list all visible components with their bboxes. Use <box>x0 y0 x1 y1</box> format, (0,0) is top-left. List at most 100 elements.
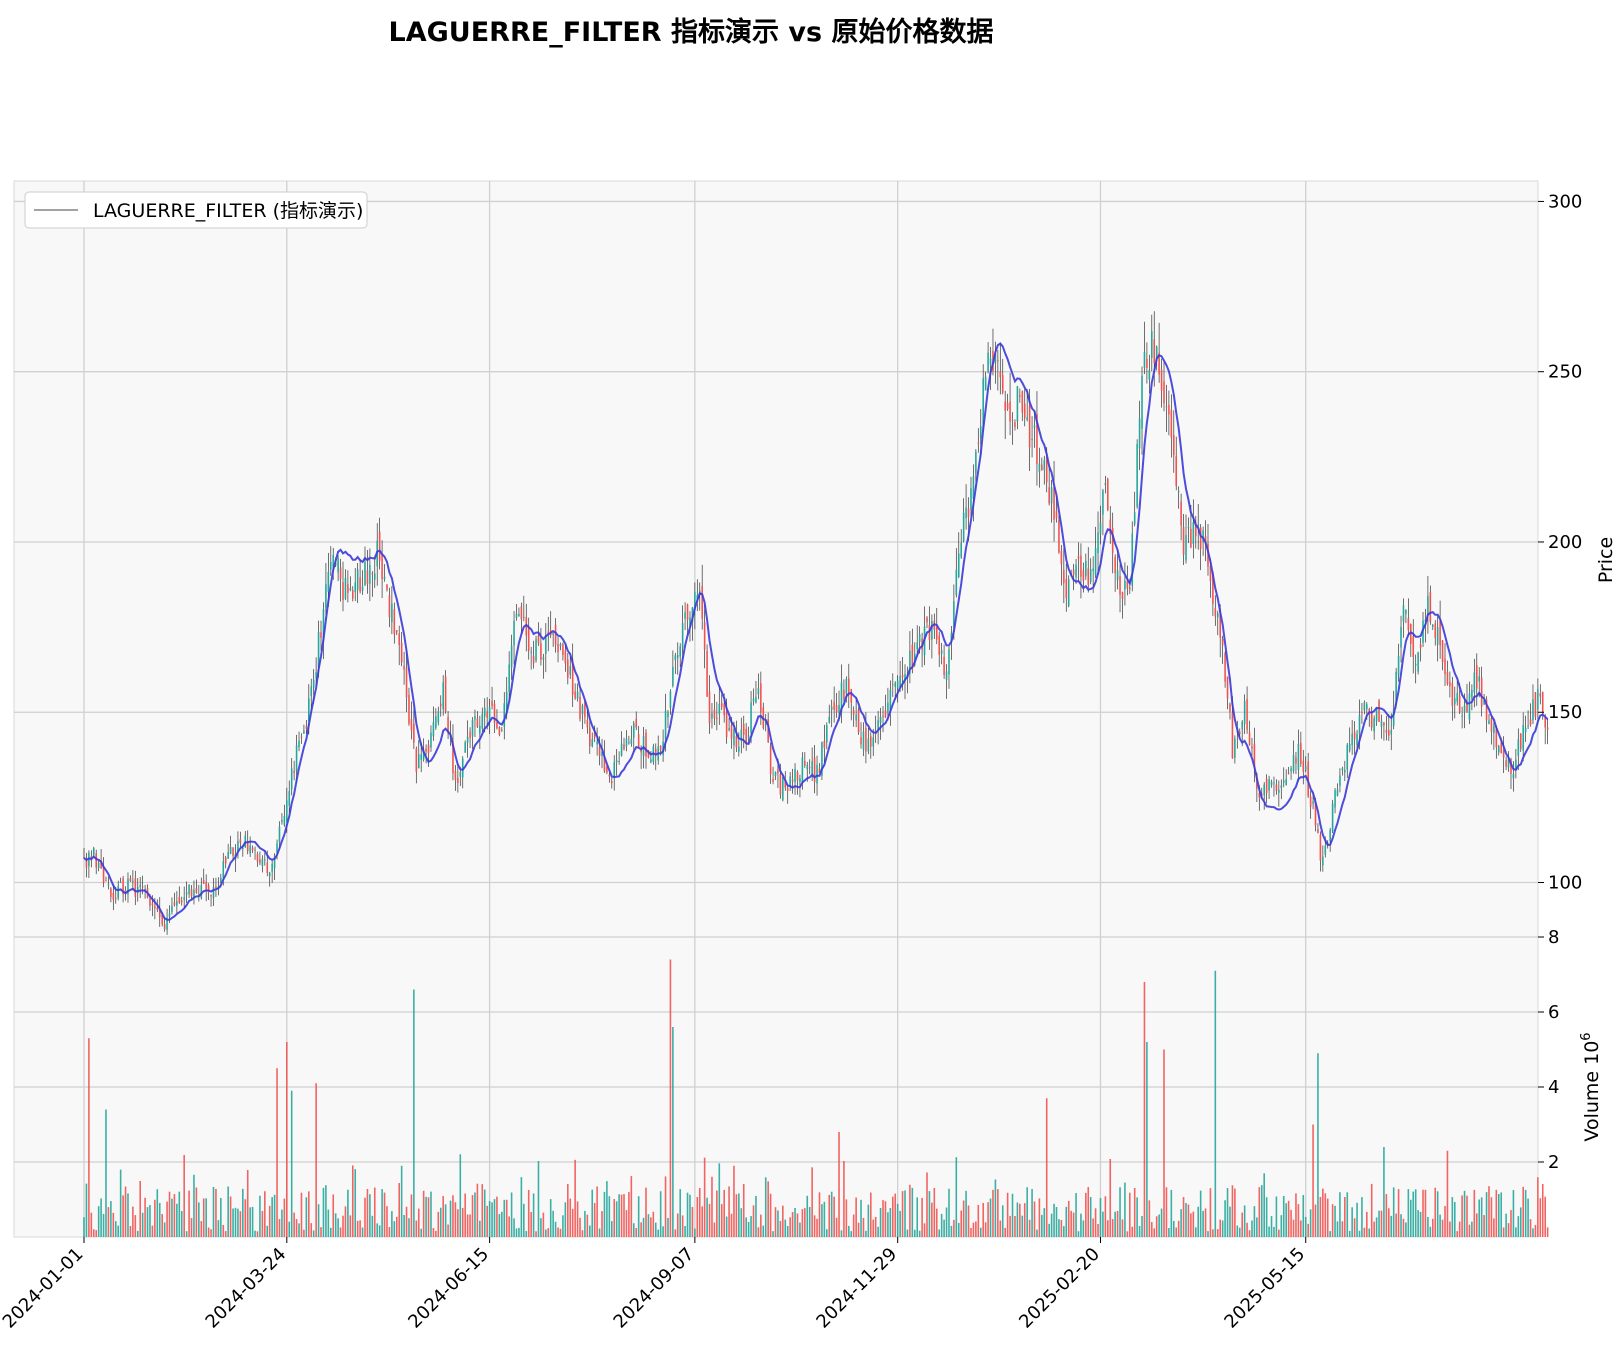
candle-body <box>337 558 339 573</box>
volume-bar <box>1402 1218 1405 1237</box>
volume-bar <box>198 1202 200 1237</box>
candle-body <box>264 859 266 861</box>
candle-body <box>576 691 579 699</box>
volume-bar <box>337 1218 339 1237</box>
candle-body <box>1155 346 1158 362</box>
candle-body <box>1124 580 1126 590</box>
volume-bar <box>457 1209 459 1237</box>
candle-body <box>195 887 198 893</box>
candle-body <box>1287 772 1290 774</box>
volume-bar <box>315 1083 317 1237</box>
candle-body <box>1336 789 1339 796</box>
candle-body <box>1114 556 1116 574</box>
volume-bar <box>1434 1187 1437 1237</box>
candle-body <box>571 659 574 695</box>
candle-body <box>102 865 105 883</box>
candle-body <box>696 594 699 600</box>
candle-body <box>799 778 801 783</box>
candle-body <box>1028 405 1031 448</box>
volume-bar <box>527 1189 530 1237</box>
candle-body <box>1246 698 1248 730</box>
volume-bar <box>310 1223 313 1237</box>
volume-bar <box>501 1211 503 1237</box>
candle-body <box>303 730 305 734</box>
volume-bar <box>122 1195 124 1237</box>
candle-body <box>1036 414 1038 465</box>
volume-bar <box>134 1215 137 1237</box>
volume-bar <box>1419 1211 1422 1237</box>
candle-body <box>1148 370 1151 380</box>
candle-body <box>635 718 638 728</box>
candle-body <box>454 771 457 780</box>
candle-body <box>452 740 454 773</box>
volume-bar <box>386 1206 388 1237</box>
candle-body <box>166 917 168 931</box>
volume-bar <box>107 1207 110 1237</box>
candle-body <box>789 776 791 786</box>
volume-bar <box>347 1189 349 1237</box>
volume-bar <box>105 1109 107 1237</box>
volume-bar <box>957 1222 960 1237</box>
candle-body <box>322 609 325 641</box>
volume-bar <box>461 1207 464 1237</box>
volume-bar <box>1510 1210 1512 1237</box>
candle-body <box>889 689 892 710</box>
volume-bar <box>356 1220 359 1237</box>
volume-bar <box>1287 1200 1290 1237</box>
volume-bar <box>1461 1195 1463 1237</box>
volume-bar <box>1116 1210 1119 1237</box>
volume-bar <box>762 1225 765 1237</box>
candle-body <box>1534 692 1537 718</box>
volume-bar <box>989 1198 992 1237</box>
x-tick-label: 2024-09-07 <box>610 1244 699 1333</box>
candle-body <box>471 719 474 737</box>
candle-body <box>975 451 977 474</box>
candle-body <box>222 861 225 878</box>
volume-bar <box>158 1203 161 1237</box>
volume-bar <box>144 1197 146 1237</box>
candle-body <box>1170 409 1173 438</box>
volume-bar <box>488 1201 491 1237</box>
volume-bar <box>659 1191 662 1237</box>
volume-bar <box>178 1191 181 1237</box>
volume-bar <box>303 1229 305 1237</box>
volume-bar <box>823 1201 826 1237</box>
volume-bar <box>1312 1124 1314 1237</box>
volume-bar <box>1478 1199 1481 1237</box>
volume-bar <box>1045 1098 1048 1237</box>
volume-bar <box>1160 1208 1163 1237</box>
volume-bar <box>1490 1197 1493 1237</box>
volume-bar <box>1063 1226 1065 1237</box>
volume-bar <box>217 1220 220 1237</box>
candle-body <box>273 856 276 869</box>
volume-bar <box>965 1190 967 1237</box>
volume-bar <box>476 1183 479 1237</box>
volume-bar <box>114 1221 117 1237</box>
candle-body <box>1412 636 1415 658</box>
candle-body <box>557 644 559 653</box>
volume-bar <box>906 1229 909 1237</box>
volume-bar <box>1546 1227 1549 1237</box>
volume-bar <box>1129 1192 1131 1237</box>
candle-body <box>843 689 845 699</box>
volume-bar <box>332 1194 335 1237</box>
candle-body <box>1431 624 1434 627</box>
volume-bar <box>1248 1230 1251 1237</box>
volume-bar <box>918 1230 921 1237</box>
volume-bar <box>161 1214 163 1237</box>
volume-bar <box>1341 1221 1344 1237</box>
volume-bar <box>979 1227 982 1237</box>
candle-body <box>180 900 183 903</box>
candle-body <box>1107 479 1109 510</box>
candle-body <box>804 760 806 766</box>
candle-body <box>1097 532 1099 554</box>
volume-bar <box>1537 1177 1539 1237</box>
volume-bar <box>865 1230 867 1237</box>
volume-bar <box>1468 1224 1471 1237</box>
candle-body <box>1104 483 1107 486</box>
volume-bar <box>1138 1226 1141 1237</box>
price-axis-label: Price <box>1595 537 1617 583</box>
candle-body <box>916 642 919 650</box>
volume-bar <box>515 1228 518 1237</box>
volume-bar <box>444 1204 447 1237</box>
